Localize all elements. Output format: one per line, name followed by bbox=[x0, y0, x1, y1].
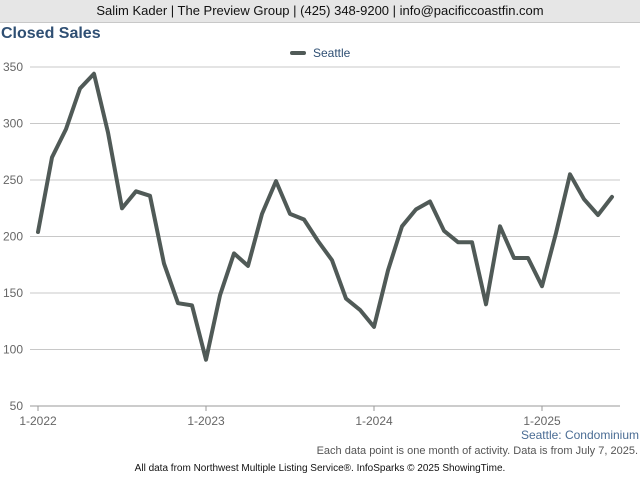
data-note: Each data point is one month of activity… bbox=[316, 445, 638, 457]
y-tick-label: 300 bbox=[3, 117, 23, 131]
y-tick-label: 200 bbox=[3, 230, 23, 244]
chart-title: Closed Sales bbox=[1, 25, 101, 42]
x-tick-label: 1-2025 bbox=[523, 414, 561, 428]
x-tick-label: 1-2023 bbox=[187, 414, 225, 428]
series-line-0 bbox=[36, 71, 614, 362]
y-tick-label: 350 bbox=[3, 60, 23, 74]
legend[interactable]: Seattle bbox=[0, 45, 640, 60]
y-tick-label: 50 bbox=[10, 399, 24, 413]
y-tick-label: 150 bbox=[3, 286, 23, 300]
contact-header: Salim Kader | The Preview Group | (425) … bbox=[0, 0, 640, 23]
y-tick-label: 250 bbox=[3, 173, 23, 187]
x-tick-label: 1-2022 bbox=[19, 414, 57, 428]
legend-swatch bbox=[289, 50, 306, 55]
footer-attribution: All data from Northwest Multiple Listing… bbox=[134, 463, 506, 474]
y-tick-label: 100 bbox=[3, 343, 23, 357]
legend-label-seattle: Seattle bbox=[312, 45, 351, 60]
x-tick-label: 1-2024 bbox=[355, 414, 393, 428]
series-tag: Seattle: Condominium bbox=[520, 428, 639, 442]
line-chart: 50 100 150 200 250 300 350 1-2022 1-2023 1-2024 1-… bbox=[3, 60, 620, 428]
